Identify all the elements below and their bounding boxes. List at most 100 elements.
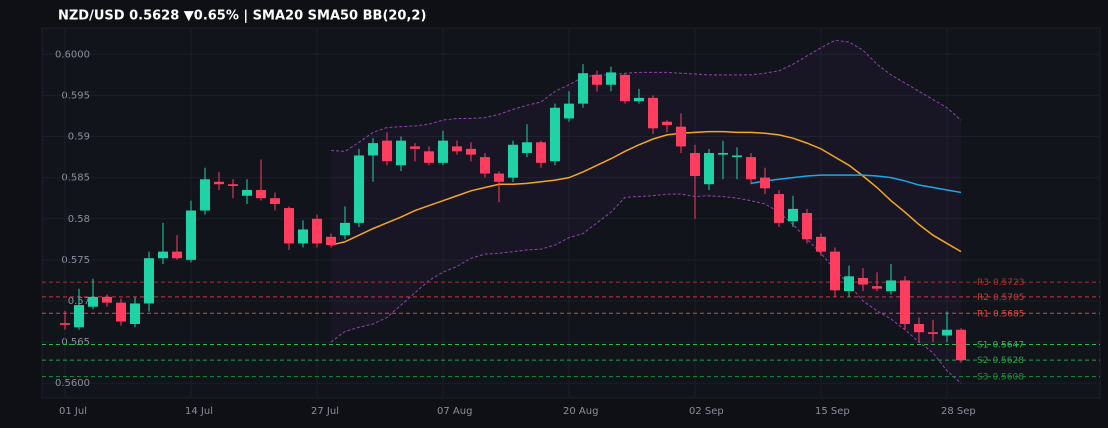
y-tick-label: 0.595 [61,90,90,101]
candle-body [452,146,462,152]
candle-body [872,286,882,289]
candle-body [480,157,490,174]
level-value: 0.5723 [993,278,1025,288]
candle-body [900,280,910,324]
candle-body [466,148,476,155]
level-label: R1 0.5685 [977,309,1024,319]
candle-body [522,142,532,153]
x-tick-label: 07 Aug [437,406,472,417]
candle-body [242,189,252,196]
candle-body [760,177,770,189]
candle-body [74,305,84,328]
candle-body [186,210,196,260]
level-label: S3 0.5608 [977,372,1024,382]
candle-body [396,140,406,166]
candle-body [690,152,700,176]
candle-body [200,179,210,211]
x-tick-label: 28 Sep [941,406,976,417]
candle-body [312,218,322,244]
candle-body [578,73,588,104]
level-label: S1 0.5647 [977,340,1024,350]
candle-body [704,152,714,185]
indicator-line [750,174,962,194]
candle-body [172,251,182,259]
level-label: R3 0.5723 [977,278,1024,288]
candle-body [732,155,742,158]
indicator-line [330,39,962,152]
candle-body [816,236,826,252]
x-tick-label: 14 Jul [185,406,213,417]
level-label: R2 0.5705 [977,292,1024,302]
level-value: 0.5647 [992,340,1024,350]
candle-body [844,276,854,292]
candle-body [130,303,140,324]
level-value: 0.5685 [993,309,1025,319]
level-value: 0.5608 [992,372,1024,382]
candle-body [620,74,630,102]
level-label: S2 0.5628 [977,356,1024,366]
level-name: S3 [977,372,988,382]
candle-body [326,236,336,246]
level-value: 0.5628 [992,356,1024,366]
indicator-line [330,130,962,253]
candle-body [942,329,952,336]
y-tick-label: 0.58 [68,214,90,225]
level-name: S2 [977,356,988,366]
candle-body [536,142,546,163]
chart-title: NZD/USD 0.5628 ▼0.65% | SMA20 SMA50 BB(2… [58,9,426,24]
candle-body [60,323,70,325]
candle-body [564,103,574,119]
y-tick-label: 0.5600 [55,378,90,389]
plot-area [41,27,1101,399]
y-tick-label: 0.575 [61,255,90,266]
y-tick-label: 0.565 [61,337,90,348]
candle-body [340,222,350,236]
candle-body [116,302,126,322]
x-tick-label: 01 Jul [59,406,87,417]
candle-body [592,74,602,85]
candle-body [830,251,840,291]
candle-body [508,144,518,178]
candle-body [228,184,238,186]
candle-body [802,213,812,240]
candle-body [410,146,420,149]
candle-body [788,208,798,222]
candle-body [648,97,658,129]
candle-body [368,143,378,156]
candle-body [354,155,364,223]
y-tick-label: 0.585 [61,173,90,184]
level-value: 0.5705 [993,292,1025,302]
band-fill [331,40,961,384]
candle-body [284,208,294,244]
indicator-line [330,193,962,384]
candle-body [158,251,168,259]
candle-body [662,121,672,126]
candle-body [914,324,924,333]
candle-body [928,332,938,334]
y-tick-label: 0.59 [68,132,90,143]
candle-body [494,173,504,182]
candle-body [550,107,560,162]
x-tick-label: 20 Aug [563,406,598,417]
x-tick-label: 15 Sep [815,406,850,417]
candle-body [438,140,448,163]
x-tick-label: 27 Jul [311,406,339,417]
candle-body [606,72,616,85]
level-name: R3 [977,278,989,288]
candle-body [382,140,392,162]
candle-body [886,280,896,292]
candle-body [676,126,686,147]
candle-body [214,181,224,185]
candle-body [956,329,966,361]
candle-body [270,198,280,204]
x-tick-label: 02 Sep [689,406,724,417]
candle-body [144,258,154,304]
candle-body [298,229,308,244]
candle-body [718,152,728,155]
candle-body [102,296,112,303]
candle-body [256,189,266,199]
y-tick-label: 0.6000 [55,49,90,60]
candle-body [858,277,868,285]
candle-body [88,296,98,307]
